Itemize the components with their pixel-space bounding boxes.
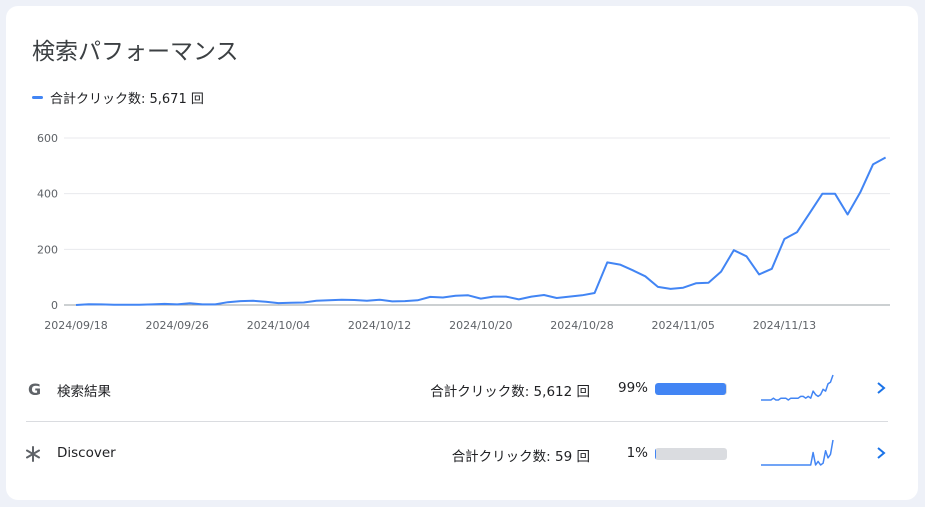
- share-bar-fill: [655, 448, 656, 460]
- x-tick-label: 2024/11/13: [753, 319, 816, 332]
- x-tick-label: 2024/10/28: [550, 319, 613, 332]
- x-tick-label: 2024/10/20: [449, 319, 512, 332]
- row-label: 検索結果: [57, 384, 111, 400]
- row-percent: 99%: [617, 380, 648, 396]
- row-divider: [26, 421, 888, 422]
- discover-asterisk-icon: [26, 446, 40, 462]
- legend-swatch: [32, 96, 43, 99]
- share-bar: [655, 383, 727, 395]
- y-tick-label: 0: [51, 299, 58, 312]
- svg-text:G: G: [28, 380, 41, 399]
- row-search-results[interactable]: G 検索結果 合計クリック数: 5,612 回 99%: [26, 364, 888, 414]
- y-tick-label: 600: [37, 132, 58, 145]
- x-tick-label: 2024/10/04: [247, 319, 310, 332]
- legend-label: 合計クリック数: 5,671 回: [50, 92, 204, 107]
- search-performance-card: 検索パフォーマンス 合計クリック数: 5,671 回: [6, 6, 918, 500]
- google-g-icon: G: [28, 380, 41, 399]
- row-percent: 1%: [626, 445, 648, 461]
- chevron-right-icon[interactable]: [874, 378, 888, 398]
- x-tick-label: 2024/10/12: [348, 319, 411, 332]
- chart-legend[interactable]: 合計クリック数: 5,671 回: [32, 88, 204, 107]
- x-tick-label: 2024/11/05: [651, 319, 714, 332]
- row-sparkline: [761, 374, 834, 401]
- y-tick-label: 200: [37, 243, 58, 256]
- card-title: 検索パフォーマンス: [32, 39, 239, 65]
- share-bar-fill: [655, 383, 727, 395]
- chevron-right-icon[interactable]: [874, 443, 888, 463]
- y-tick-label: 400: [37, 188, 58, 201]
- row-label: Discover: [57, 445, 116, 461]
- x-tick-label: 2024/09/18: [44, 319, 107, 332]
- x-tick-label: 2024/09/26: [145, 319, 208, 332]
- share-bar: [655, 448, 727, 460]
- row-clicks: 合計クリック数: 59 回: [451, 449, 590, 465]
- clicks-line-chart: 0 200 400 600 2024/09/18 2024/09/26 2024/10/04…: [37, 132, 890, 332]
- sparkline-path: [761, 439, 834, 466]
- row-sparkline: [761, 439, 834, 466]
- row-clicks: 合計クリック数: 5,612 回: [430, 384, 590, 400]
- row-discover[interactable]: Discover 合計クリック数: 59 回 1%: [26, 429, 888, 479]
- sparkline-path: [761, 374, 834, 401]
- series-line-clicks: [75, 156, 887, 306]
